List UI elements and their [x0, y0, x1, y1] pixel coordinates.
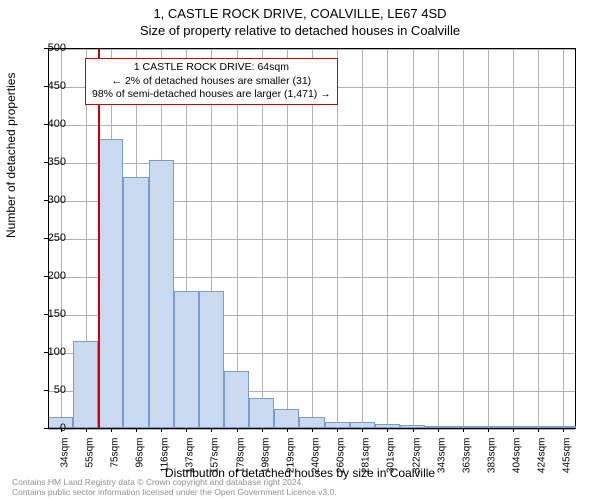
y-tick-label: 150	[36, 308, 66, 320]
x-tick-mark	[186, 428, 187, 432]
x-tick-mark	[337, 428, 338, 432]
attribution-text: Contains HM Land Registry data © Crown c…	[12, 478, 337, 498]
y-tick-label: 450	[36, 80, 66, 92]
y-tick-mark	[44, 390, 48, 391]
annotation-line: 1 CASTLE ROCK DRIVE: 64sqm	[92, 61, 331, 75]
gridline-vertical	[287, 49, 288, 428]
histogram-bar	[274, 409, 299, 428]
x-tick-mark	[237, 428, 238, 432]
x-tick-mark	[136, 428, 137, 432]
y-tick-mark	[44, 162, 48, 163]
y-tick-mark	[44, 314, 48, 315]
x-tick-mark	[161, 428, 162, 432]
x-tick-mark	[287, 428, 288, 432]
title-subtitle: Size of property relative to detached ho…	[0, 23, 600, 38]
title-address: 1, CASTLE ROCK DRIVE, COALVILLE, LE67 4S…	[0, 6, 600, 21]
y-tick-label: 300	[36, 194, 66, 206]
gridline-vertical	[387, 49, 388, 428]
x-tick-mark	[387, 428, 388, 432]
gridline-vertical	[488, 49, 489, 428]
gridline-vertical	[463, 49, 464, 428]
y-tick-label: 500	[36, 42, 66, 54]
x-tick-label: 34sqm	[59, 438, 70, 468]
histogram-bar	[98, 139, 123, 428]
gridline-vertical	[362, 49, 363, 428]
x-tick-mark	[563, 428, 564, 432]
y-tick-mark	[44, 352, 48, 353]
y-tick-label: 200	[36, 270, 66, 282]
annotation-line: 98% of semi-detached houses are larger (…	[92, 88, 331, 102]
x-tick-mark	[211, 428, 212, 432]
y-tick-label: 100	[36, 346, 66, 358]
annotation-line: ← 2% of detached houses are smaller (31)	[92, 75, 331, 89]
histogram-bar	[149, 160, 174, 428]
y-tick-mark	[44, 428, 48, 429]
x-tick-label: 96sqm	[135, 438, 146, 468]
y-tick-mark	[44, 238, 48, 239]
gridline-vertical	[262, 49, 263, 428]
gridline-vertical	[538, 49, 539, 428]
x-tick-mark	[488, 428, 489, 432]
x-tick-mark	[463, 428, 464, 432]
histogram-bar	[73, 341, 98, 428]
x-tick-mark	[312, 428, 313, 432]
gridline-vertical	[563, 49, 564, 428]
histogram-bar	[199, 291, 224, 428]
annotation-callout: 1 CASTLE ROCK DRIVE: 64sqm← 2% of detach…	[85, 58, 338, 105]
gridline-vertical	[438, 49, 439, 428]
y-tick-mark	[44, 86, 48, 87]
y-tick-mark	[44, 124, 48, 125]
x-tick-mark	[61, 428, 62, 432]
gridline-vertical	[337, 49, 338, 428]
x-tick-mark	[513, 428, 514, 432]
x-tick-label: 75sqm	[109, 438, 120, 468]
y-tick-mark	[44, 276, 48, 277]
histogram-bar	[224, 371, 249, 428]
histogram-bar	[299, 417, 324, 428]
y-tick-label: 250	[36, 232, 66, 244]
gridline-vertical	[413, 49, 414, 428]
x-tick-mark	[538, 428, 539, 432]
x-tick-mark	[438, 428, 439, 432]
gridline-vertical	[312, 49, 313, 428]
y-tick-mark	[44, 200, 48, 201]
attribution-line-2: Contains public sector information licen…	[12, 488, 337, 498]
y-axis-label: Number of detached properties	[4, 73, 18, 238]
y-tick-label: 50	[36, 384, 66, 396]
x-tick-label: 55sqm	[84, 438, 95, 468]
x-tick-mark	[111, 428, 112, 432]
x-tick-mark	[362, 428, 363, 432]
x-tick-mark	[413, 428, 414, 432]
x-tick-mark	[262, 428, 263, 432]
chart-plot-area	[48, 48, 576, 428]
y-tick-mark	[44, 48, 48, 49]
y-tick-label: 350	[36, 156, 66, 168]
histogram-bar	[174, 291, 199, 428]
property-marker-line	[98, 49, 100, 428]
histogram-bar	[249, 398, 274, 428]
x-tick-mark	[86, 428, 87, 432]
gridline-vertical	[513, 49, 514, 428]
histogram-bar	[123, 177, 148, 428]
y-tick-label: 400	[36, 118, 66, 130]
